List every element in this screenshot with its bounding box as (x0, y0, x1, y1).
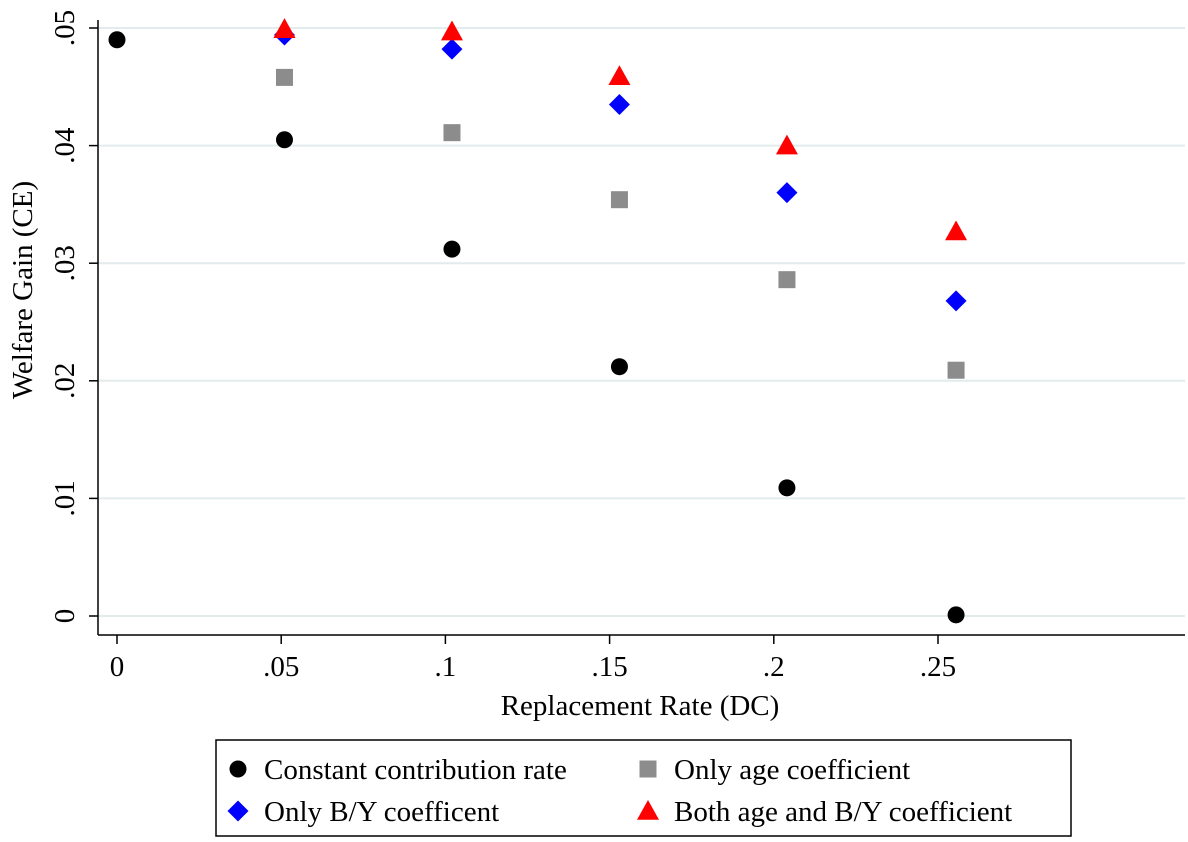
y-ticks: 0 .01 .02 .03 .04 .05 (49, 10, 98, 623)
legend-triangle-icon (637, 800, 659, 820)
point-square-3 (778, 271, 796, 289)
point-triangle-0 (273, 18, 296, 38)
point-square-2 (610, 191, 628, 209)
point-circle-4 (778, 479, 796, 497)
point-circle-2 (443, 240, 461, 258)
point-triangle-3 (775, 134, 798, 155)
point-circle-3 (610, 358, 628, 376)
legend: Constant contribution rate Only age coeff… (215, 739, 1072, 837)
legend-square-icon (639, 760, 657, 778)
point-circle-5 (947, 606, 965, 624)
point-circle-0 (108, 31, 126, 49)
legend-circle-icon (229, 760, 247, 778)
point-triangle-1 (440, 20, 463, 41)
legend-label-0: Constant contribution rate (264, 754, 567, 786)
axes (97, 20, 1185, 636)
data-points (108, 18, 968, 624)
point-diamond-3 (776, 182, 798, 204)
point-square-0 (275, 68, 293, 86)
point-square-4 (947, 361, 965, 379)
x-tick-label-5: .25 (920, 651, 956, 683)
legend-label-1: Only age coefficient (674, 754, 910, 786)
x-tick-label-1: .05 (263, 651, 299, 683)
point-circle-1 (275, 131, 293, 149)
legend-diamond-icon (227, 800, 249, 822)
x-tick-label-4: .2 (763, 651, 785, 683)
x-tick-label-2: .1 (435, 651, 457, 683)
point-diamond-1 (441, 38, 463, 60)
legend-label-2: Only B/Y coefficent (264, 796, 499, 828)
point-triangle-4 (945, 220, 968, 241)
gridlines (98, 27, 1185, 617)
legend-label-3: Both age and B/Y coefficient (674, 796, 1012, 828)
y-tick-label-5: .05 (49, 10, 81, 46)
y-tick-label-4: .04 (49, 127, 81, 164)
point-square-1 (443, 124, 461, 142)
point-diamond-4 (945, 290, 967, 312)
y-axis-title: Welfare Gain (CE) (7, 181, 39, 399)
point-diamond-2 (608, 93, 630, 115)
x-ticks: 0 .05 .1 .15 .2 .25 (110, 635, 956, 683)
x-tick-label-3: .15 (591, 651, 627, 683)
legend-box (215, 739, 1072, 837)
y-tick-label-3: .03 (49, 245, 81, 281)
y-tick-label-1: .01 (49, 480, 81, 516)
x-tick-label-0: 0 (110, 651, 125, 683)
y-tick-label-2: .02 (49, 363, 81, 399)
x-axis-title: Replacement Rate (DC) (501, 690, 780, 722)
y-tick-label-0: 0 (49, 609, 81, 624)
point-triangle-2 (608, 65, 631, 86)
